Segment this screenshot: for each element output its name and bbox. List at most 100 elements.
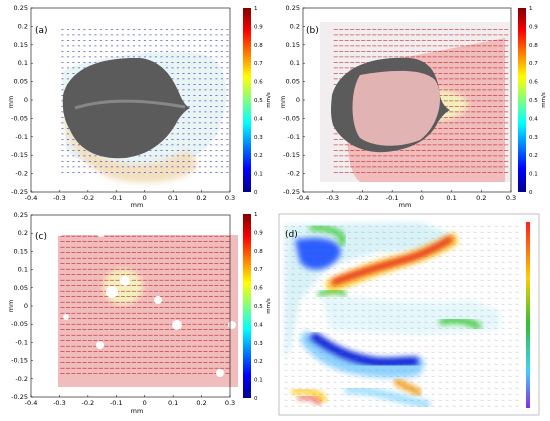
panel-a-yticks: 0.25 0.2 0.15 0.1 0.05 0 -0.05 -0.1 -0.15 -0.2 -0.… bbox=[11, 4, 33, 196]
colorbar-tick-label: 0.5 bbox=[254, 304, 263, 310]
panel-d-cyan-patch-bottom bbox=[344, 385, 431, 409]
colorbar-tick-label: 0 bbox=[529, 190, 533, 196]
colorbar-tick-label: 0.8 bbox=[254, 43, 263, 49]
y-tick-label: -0.2 bbox=[15, 170, 28, 178]
x-tick-label: -0.3 bbox=[326, 194, 339, 202]
panel-d-colorbar bbox=[526, 222, 530, 408]
y-tick-label: -0.25 bbox=[11, 188, 28, 196]
x-tick-label: -0.3 bbox=[53, 194, 66, 202]
panel-c-high-speed-region bbox=[58, 235, 238, 387]
x-tick-label: -0.3 bbox=[53, 399, 66, 407]
y-tick-label: 0 bbox=[24, 96, 28, 104]
colorbar-tick-label: 0.9 bbox=[254, 230, 263, 236]
panel-b-ylabel: mm bbox=[279, 96, 287, 109]
colorbar-tick-label: 0.7 bbox=[529, 61, 538, 67]
x-tick-label: 0.1 bbox=[168, 194, 178, 202]
colorbar-tick-label: 0.2 bbox=[529, 153, 538, 159]
y-tick-label: 0.1 bbox=[18, 266, 28, 274]
x-tick-label: 0 bbox=[420, 194, 424, 202]
panel-c-xlabel: mm bbox=[131, 407, 144, 415]
x-tick-label: 0.3 bbox=[225, 194, 235, 202]
colorbar-tick-label: 1 bbox=[254, 212, 258, 218]
panel-b-xticks: -0.4 -0.3 -0.2 -0.1 0 0.1 0.2 0.3 bbox=[297, 190, 516, 202]
x-tick-label: -0.4 bbox=[25, 194, 38, 202]
colorbar-tick-label: 0.6 bbox=[254, 286, 263, 292]
colorbar-tick-label: 0.5 bbox=[529, 98, 538, 104]
y-tick-label: 0.25 bbox=[14, 4, 28, 12]
panel-d-vectors bbox=[284, 225, 519, 407]
panel-a-leaf-vein bbox=[74, 99, 186, 110]
x-tick-label: 0 bbox=[143, 399, 147, 407]
y-tick-label: 0.15 bbox=[286, 41, 300, 49]
colorbar-tick-label: 1 bbox=[529, 6, 533, 12]
colorbar-tick-label: 0.7 bbox=[254, 267, 263, 273]
colorbar-tick-label: 0.8 bbox=[254, 249, 263, 255]
panel-d-yellow-patch-bottom bbox=[290, 386, 329, 404]
panel-d-label: (d) bbox=[285, 230, 298, 240]
y-tick-label: 0.2 bbox=[18, 229, 28, 237]
panel-b-colorbar-ticks: 1 0.9 0.8 0.7 0.6 0.5 0.4 0.3 0.2 0.1 0 bbox=[529, 6, 538, 196]
panel-c-label: (c) bbox=[35, 232, 47, 242]
y-tick-label: -0.15 bbox=[11, 151, 28, 159]
colorbar-tick-label: 0.9 bbox=[529, 24, 538, 30]
y-tick-label: 0.25 bbox=[14, 211, 28, 219]
y-tick-label: 0.25 bbox=[286, 4, 300, 12]
x-tick-label: -0.1 bbox=[110, 194, 123, 202]
colorbar-tick-label: 0.7 bbox=[254, 61, 263, 67]
panel-d-mid-field bbox=[320, 290, 500, 335]
y-tick-label: -0.15 bbox=[11, 357, 28, 365]
y-tick-label: 0.2 bbox=[18, 22, 28, 30]
colorbar-tick-label: 0.6 bbox=[254, 80, 263, 86]
y-tick-label: 0.05 bbox=[14, 78, 28, 86]
y-tick-label: -0.15 bbox=[283, 151, 300, 159]
x-tick-label: 0.2 bbox=[196, 194, 206, 202]
panel-b: 0.250.20.150.10.050-0.05-0.1-0.15-0.2-0.… bbox=[279, 4, 547, 209]
y-tick-label: -0.05 bbox=[11, 320, 28, 328]
colorbar-tick-label: 0.1 bbox=[254, 172, 263, 178]
x-tick-label: -0.4 bbox=[25, 399, 38, 407]
y-tick-label: -0.2 bbox=[15, 375, 28, 383]
colorbar-tick-label: 0.5 bbox=[254, 98, 263, 104]
panel-c: 0.250.20.150.10.050-0.05-0.1-0.15-0.2-0.… bbox=[7, 211, 272, 415]
y-tick-label: -0.1 bbox=[15, 338, 28, 346]
panel-a-label: (a) bbox=[35, 26, 48, 36]
y-tick-label: 0 bbox=[296, 96, 300, 104]
x-tick-label: 0.2 bbox=[476, 194, 486, 202]
panel-c-colorbar bbox=[243, 214, 251, 398]
y-tick-label: -0.05 bbox=[283, 114, 300, 122]
panel-a-field bbox=[61, 29, 229, 183]
panel-c-colorbar-ticks: 1 0.9 0.8 0.7 0.6 0.5 0.4 0.3 0.2 0.1 0 bbox=[254, 212, 263, 402]
panel-c-field bbox=[56, 228, 238, 387]
panel-a: 0.250.20.150.10.050-0.05-0.1-0.15-0.2-0.… bbox=[7, 4, 272, 209]
colorbar-tick-label: 0.3 bbox=[254, 135, 263, 141]
colorbar-tick-label: 0.3 bbox=[529, 135, 538, 141]
y-tick-label: -0.1 bbox=[15, 133, 28, 141]
x-tick-label: 0.2 bbox=[196, 399, 206, 407]
y-tick-label: 0.05 bbox=[14, 284, 28, 292]
colorbar-tick-label: 0.2 bbox=[254, 153, 263, 159]
panel-d-red-streak bbox=[330, 235, 454, 286]
colorbar-tick-label: 0.4 bbox=[254, 322, 263, 328]
panel-b-label: (b) bbox=[306, 26, 319, 36]
colorbar-tick-label: 0 bbox=[254, 190, 258, 196]
panel-b-yticks: 0.25 0.2 0.15 0.1 0.05 0 -0.05 -0.1 -0.15 -0.2 -0.… bbox=[283, 4, 305, 196]
y-tick-label: 0.05 bbox=[286, 78, 300, 86]
y-tick-label: 0 bbox=[24, 302, 28, 310]
colorbar-tick-label: 0 bbox=[254, 396, 258, 402]
panel-d-orange-patch bbox=[392, 377, 423, 398]
y-tick-label: 0.2 bbox=[290, 22, 300, 30]
panel-c-colorbar-label: mm/s bbox=[266, 298, 272, 314]
x-tick-label: -0.2 bbox=[82, 194, 95, 202]
x-tick-label: -0.2 bbox=[356, 194, 369, 202]
x-tick-label: -0.1 bbox=[110, 399, 123, 407]
colorbar-tick-label: 0.4 bbox=[254, 116, 263, 122]
x-tick-label: -0.2 bbox=[82, 399, 95, 407]
panel-a-leaf-mask bbox=[62, 57, 190, 159]
panel-a-colorbar-label: mm/s bbox=[266, 92, 272, 108]
colorbar-tick-label: 0.9 bbox=[254, 24, 263, 30]
colorbar-tick-label: 0.4 bbox=[529, 116, 538, 122]
y-tick-label: 0.1 bbox=[18, 59, 28, 67]
panel-a-high-speed-band bbox=[62, 115, 197, 183]
y-tick-label: -0.2 bbox=[287, 170, 300, 178]
x-tick-label: 0.1 bbox=[446, 194, 456, 202]
